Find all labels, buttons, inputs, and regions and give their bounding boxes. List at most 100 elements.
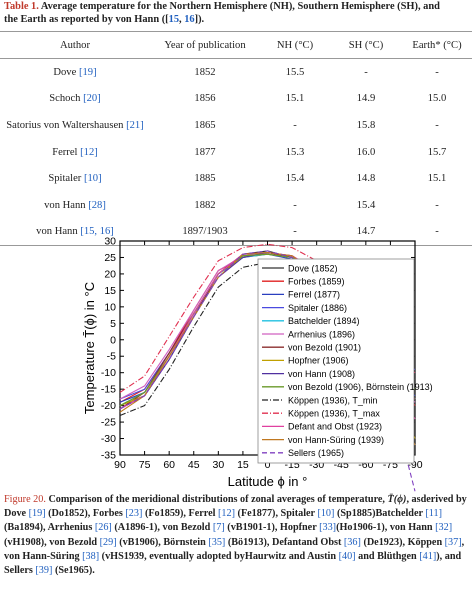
caption-ref-link[interactable]: [23] <box>125 508 143 520</box>
x-tick-label: 30 <box>212 459 224 471</box>
caption-text: (Ho1906-1), von Hann <box>336 522 436 534</box>
caption-ref-link[interactable]: [37] <box>444 536 462 548</box>
figure-caption-label: Figure 20. <box>4 494 49 505</box>
author-ref-link[interactable]: [19] <box>78 66 97 78</box>
y-tick-label: 25 <box>104 252 116 264</box>
y-tick-label: 30 <box>104 236 116 248</box>
cell-nh: 15.4 <box>285 173 305 185</box>
author-ref-link[interactable]: [10] <box>83 173 102 185</box>
header-earth: Earth* (°C) <box>402 31 472 59</box>
y-tick-label: 0 <box>110 334 116 346</box>
author-name: Ferrel <box>52 146 81 158</box>
caption-text: (Sp1885) <box>334 508 376 520</box>
caption-text: (De1923), Köppen <box>360 536 445 548</box>
cell-nh: 15.1 <box>285 93 305 105</box>
cell-sh: 15.4 <box>356 199 376 211</box>
caption-ref-link[interactable]: [29] <box>99 536 117 548</box>
x-tick-label: 0 <box>265 459 271 471</box>
caption-text: Haurwitz and Austin <box>244 550 339 562</box>
caption-text: and Obst <box>301 536 344 548</box>
caption-text: (Ba1894), Arrhenius <box>4 522 95 534</box>
y-tick-label: -15 <box>101 384 116 396</box>
cell-year: 1865 <box>194 119 216 131</box>
caption-ref-link[interactable]: [19] <box>28 508 46 520</box>
author-ref-link[interactable]: [15, 16] <box>80 226 114 238</box>
caption-ref-link[interactable]: [35] <box>208 536 226 548</box>
caption-text: (Bö1913), Defant <box>225 536 302 548</box>
author-name: Satorius von Waltershausen <box>6 119 127 131</box>
caption-text: (vH1908), von Bezold <box>4 536 100 548</box>
cell-nh: 15.5 <box>285 66 305 78</box>
caption-text: , as <box>406 494 421 505</box>
cell-sh: 15.8 <box>356 119 376 131</box>
x-tick-label: 90 <box>114 459 126 471</box>
y-tick-label: -25 <box>101 417 116 429</box>
caption-text: (Fo1859), Ferrel <box>142 508 219 520</box>
cell-year: 1885 <box>194 173 216 185</box>
x-axis-label: Latitude ϕ in ° <box>228 474 308 489</box>
cell-earth: - <box>435 119 439 131</box>
caption-text: (Do1852), Forbes <box>45 508 126 520</box>
author-name: Dove <box>53 66 79 78</box>
table-caption-line2a: the Earth as reported by von Hann ([ <box>4 14 169 25</box>
caption-ref-link[interactable]: [11] <box>425 508 442 520</box>
table-caption-ref[interactable]: 15 <box>168 14 180 25</box>
caption-text: (Fe1877), Spitaler <box>235 508 318 520</box>
legend-label: Spitaler (1886) <box>288 303 347 313</box>
caption-ref-link[interactable]: [40] <box>338 550 356 562</box>
cell-earth: - <box>435 199 439 211</box>
cell-nh: - <box>293 199 297 211</box>
cell-year: 1882 <box>194 199 216 211</box>
table-row: Schoch [20] 1856 15.1 14.9 15.0 <box>0 86 472 113</box>
cell-year: 1852 <box>194 66 216 78</box>
y-tick-label: -35 <box>101 450 116 462</box>
caption-text: Batchelder <box>375 508 426 520</box>
caption-text: (A1896-1), von Bezold <box>111 522 213 534</box>
header-year: Year of publication <box>150 31 260 59</box>
legend-label: Batchelder (1894) <box>288 316 360 326</box>
caption-ref-link[interactable]: [33] <box>319 522 337 534</box>
y-tick-label: -5 <box>107 351 116 363</box>
cell-author: Spitaler [10] <box>0 165 150 192</box>
cell-sh: 14.9 <box>356 93 376 105</box>
caption-text: T̄(ϕ) <box>387 494 407 505</box>
author-ref-link[interactable]: [21] <box>126 119 144 131</box>
table-row: Dove [19] 1852 15.5 - - <box>0 59 472 86</box>
data-table: Author Year of publication NH (°C) SH (°… <box>0 31 472 247</box>
caption-text: and Blüthgen <box>355 550 420 562</box>
cell-sh: - <box>364 66 368 78</box>
author-ref-link[interactable]: [28] <box>88 199 106 211</box>
caption-ref-link[interactable]: [36] <box>343 536 361 548</box>
cell-year: 1856 <box>194 93 216 105</box>
y-tick-label: 5 <box>110 318 116 330</box>
caption-ref-link[interactable]: [12] <box>218 508 235 520</box>
legend-label: von Bezold (1901) <box>288 343 361 353</box>
caption-ref-link[interactable]: [41] <box>419 550 437 562</box>
legend-label: von Bezold (1906), Börnstein (1913) <box>288 382 433 392</box>
cell-nh: 15.3 <box>285 146 305 158</box>
caption-ref-link[interactable]: [7] <box>212 522 225 534</box>
table-caption-ref[interactable]: 16 <box>184 14 195 25</box>
y-tick-label: 10 <box>104 301 116 313</box>
caption-text: (vHS1939, eventually adopted by <box>99 550 245 562</box>
author-ref-link[interactable]: [12] <box>80 146 98 158</box>
figure-caption: Figure 20. Comparison of the meridional … <box>4 493 470 578</box>
table-caption-sep: , <box>179 14 185 25</box>
caption-ref-link[interactable]: [39] <box>35 565 53 577</box>
caption-ref-link[interactable]: [32] <box>435 522 453 534</box>
header-sh: SH (°C) <box>330 31 402 59</box>
caption-text: ), and Sellers <box>4 550 462 577</box>
cell-sh: 14.8 <box>356 173 376 185</box>
legend-label: Forbes (1859) <box>288 277 345 287</box>
cell-earth: 15.1 <box>427 173 447 185</box>
legend-label: von Hann (1908) <box>288 369 355 379</box>
author-ref-link[interactable]: [20] <box>83 93 101 105</box>
caption-ref-link[interactable]: [26] <box>94 522 112 534</box>
table-caption-line1: Average temperature for the Northern Hem… <box>40 1 440 12</box>
legend-label: Köppen (1936), T_max <box>288 409 380 419</box>
caption-ref-link[interactable]: [10] <box>317 508 335 520</box>
caption-ref-link[interactable]: [38] <box>82 550 100 562</box>
y-tick-label: -30 <box>101 433 116 445</box>
legend-label: Ferrel (1877) <box>288 290 340 300</box>
